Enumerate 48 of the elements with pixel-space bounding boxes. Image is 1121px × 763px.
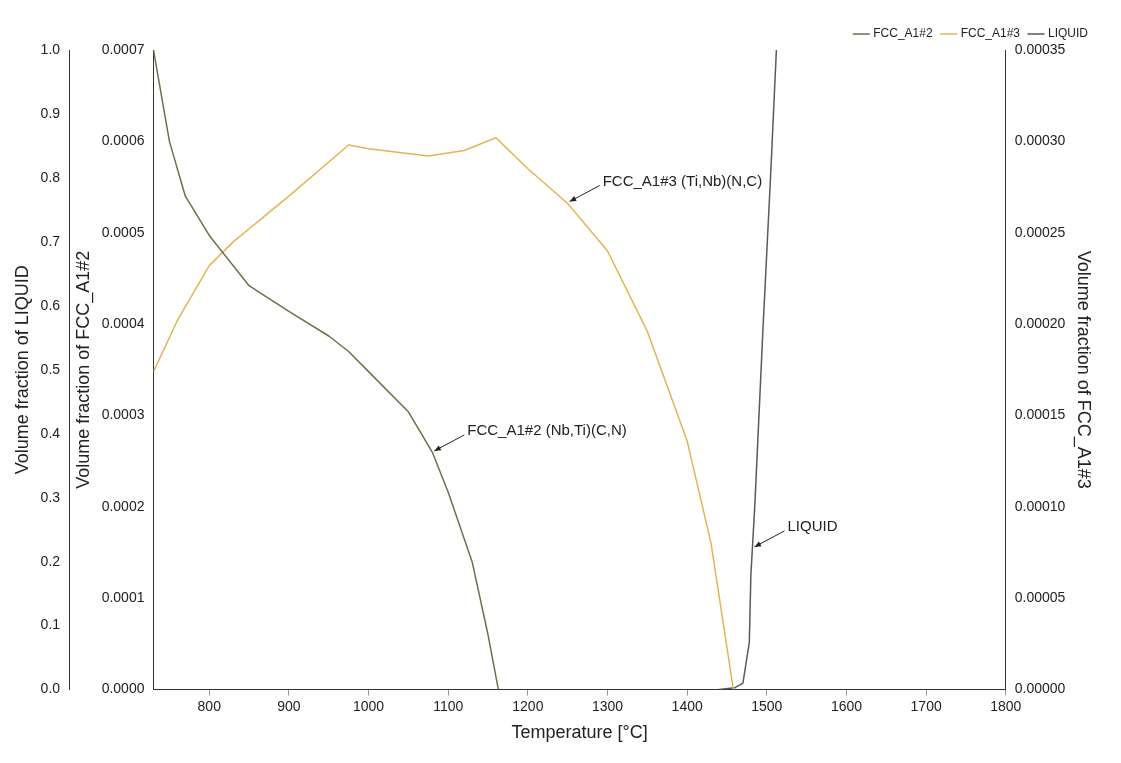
y2-tick-label: 0.00035 xyxy=(1014,40,1066,57)
y2-tick-label: 0.00005 xyxy=(1014,589,1066,606)
annotation: FCC_A1#2 (Nb,Ti)(C,N) xyxy=(467,421,627,439)
y3-tick-label: 0.0007 xyxy=(101,40,145,57)
x-tick-label: 800 xyxy=(197,697,222,714)
y-tick-label: 0.8 xyxy=(40,168,61,185)
y-axis-title: Volume fraction of LIQUID xyxy=(11,265,32,475)
y-tick-label: 0.1 xyxy=(40,616,61,633)
annotation: LIQUID xyxy=(787,517,838,535)
y2-tick-label: 0.00000 xyxy=(1014,680,1066,697)
y3-axis-title: Volume fraction of FCC_A1#2 xyxy=(72,250,94,489)
x-tick-label: 1000 xyxy=(352,697,385,714)
y3-tick-label: 0.0006 xyxy=(101,132,145,149)
y3-tick-label: 0.0000 xyxy=(101,680,145,697)
y3-tick-label: 0.0001 xyxy=(101,589,145,606)
y2-tick-label: 0.00020 xyxy=(1014,314,1066,331)
y3-tick-label: 0.0004 xyxy=(101,314,145,331)
y-tick-label: 0.7 xyxy=(40,232,61,249)
y-tick-label: 0.5 xyxy=(40,360,61,377)
annotation: FCC_A1#3 (Ti,Nb)(N,C) xyxy=(602,171,763,189)
x-tick-label: 1300 xyxy=(591,697,624,714)
x-tick-label: 1800 xyxy=(990,697,1022,714)
y2-tick-label: 0.00010 xyxy=(1014,497,1066,514)
x-tick-label: 1400 xyxy=(671,697,703,714)
x-tick-label: 1600 xyxy=(830,697,863,714)
y3-tick-label: 0.0002 xyxy=(101,497,145,514)
y-tick-label: 0.4 xyxy=(40,424,61,441)
y-tick-label: 1.0 xyxy=(40,40,61,57)
legend-label: FCC_A1#3 xyxy=(960,26,1021,41)
x-tick-label: 1100 xyxy=(433,697,464,714)
y2-tick-label: 0.00015 xyxy=(1014,406,1066,423)
x-tick-label: 900 xyxy=(277,697,301,714)
y-tick-label: 0.2 xyxy=(40,552,61,569)
y2-tick-label: 0.00025 xyxy=(1014,223,1066,240)
y-tick-label: 0.0 xyxy=(40,680,61,697)
y3-tick-label: 0.0003 xyxy=(101,406,145,423)
x-tick-label: 1700 xyxy=(910,697,942,714)
y2-axis-title: Volume fraction of FCC_A1#3 xyxy=(1073,250,1095,489)
legend-label: FCC_A1#2 xyxy=(873,26,933,41)
y-tick-label: 0.9 xyxy=(40,104,61,121)
y2-tick-label: 0.00030 xyxy=(1014,132,1066,149)
y-tick-label: 0.3 xyxy=(40,488,61,505)
legend-label: LIQUID xyxy=(1047,26,1089,41)
y-tick-label: 0.6 xyxy=(40,296,61,313)
x-tick-label: 1200 xyxy=(512,697,544,714)
x-axis-title: Temperature [°C] xyxy=(511,722,648,743)
x-tick-label: 1500 xyxy=(751,697,783,714)
y3-tick-label: 0.0005 xyxy=(101,223,145,240)
